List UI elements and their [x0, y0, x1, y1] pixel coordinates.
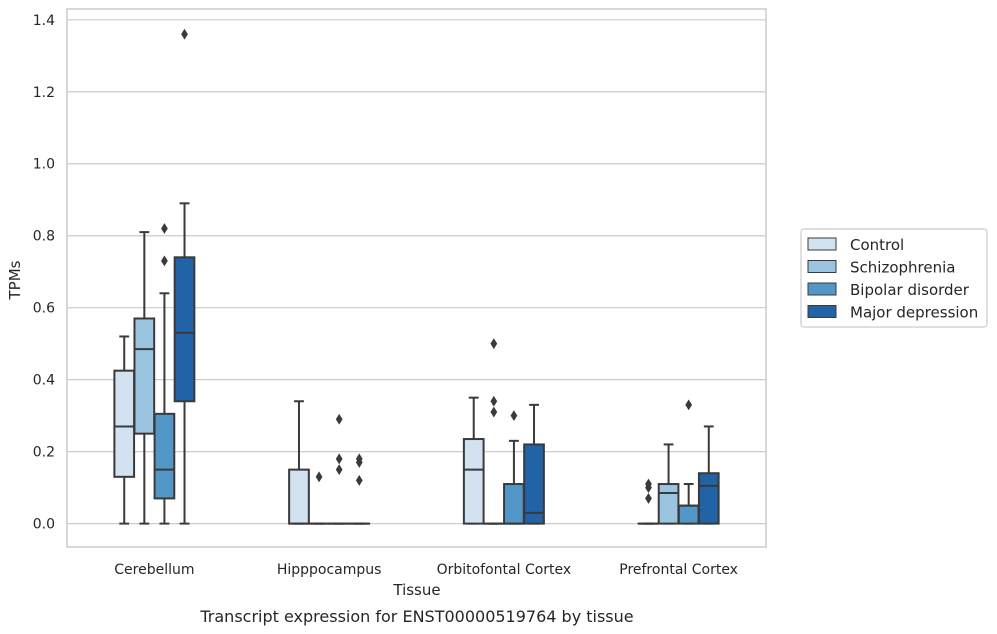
x-axis-label: Tissue [392, 581, 440, 599]
legend-swatch [807, 237, 837, 251]
box-body [462, 438, 485, 525]
box-body [133, 317, 156, 435]
legend-label: Control [850, 236, 904, 254]
box-group [308, 471, 330, 525]
outlier-point [355, 475, 363, 486]
chart-caption: Transcript expression for ENST0000051976… [199, 607, 633, 626]
outlier-point [490, 406, 498, 418]
y-tick-label: 0.4 [33, 373, 55, 389]
box-group [657, 443, 680, 525]
outlier-point [645, 478, 652, 490]
box-body [288, 468, 310, 525]
legend-swatch [807, 282, 837, 296]
box-body [697, 472, 720, 525]
y-tick-label: 1.0 [33, 157, 55, 173]
y-axis-label: TPMs [6, 260, 24, 300]
box-body [523, 443, 545, 525]
legend-frame [800, 228, 988, 328]
x-tick-labels: Cerebellum Hipppocampus Orbitofontal Corte… [114, 562, 738, 578]
outlier-point [335, 453, 343, 465]
y-tick-label: 1.2 [33, 85, 55, 101]
legend-item: Schizophrenia [807, 259, 955, 277]
legend-label: Bipolar disorder [850, 281, 970, 299]
y-tick-label: 0.2 [33, 445, 55, 461]
legend-swatch [807, 260, 837, 273]
outlier-point [490, 338, 498, 350]
legend-swatch [807, 305, 837, 318]
box-marks [113, 28, 720, 525]
box-group [677, 399, 700, 525]
y-tick-label: 0.6 [33, 301, 55, 317]
box-group [173, 28, 196, 525]
y-tick-label: 1.4 [33, 13, 55, 29]
legend-item: Bipolar disorder [807, 281, 970, 299]
box-body [503, 483, 525, 525]
box-group [328, 413, 351, 525]
y-tick-label: 0.0 [33, 517, 55, 533]
box-group [697, 425, 720, 525]
plot-frame [66, 8, 767, 548]
box-body [677, 504, 700, 525]
box-group [113, 335, 136, 525]
legend-label: Major depression [850, 304, 978, 322]
box-group [348, 453, 371, 525]
y-tick-label: 0.8 [33, 229, 55, 245]
legend-label: Schizophrenia [850, 259, 955, 277]
outlier-point [685, 399, 693, 411]
box-body [173, 256, 196, 403]
outlier-point [161, 255, 168, 267]
outlier-point [490, 395, 498, 407]
box-group [133, 231, 156, 525]
outlier-point [161, 223, 168, 234]
box-group [288, 400, 310, 525]
outlier-point [335, 413, 343, 425]
outlier-point [335, 464, 343, 476]
legend: Control Schizophrenia Bipolar disorder Majo… [800, 228, 988, 328]
box-group [503, 410, 525, 525]
legend-item: Major depression [807, 304, 978, 322]
box-group [462, 396, 485, 525]
legend-item: Control [807, 236, 904, 254]
box-group [153, 223, 176, 525]
outlier-point [181, 28, 188, 40]
outlier-point [315, 471, 323, 483]
box-group [482, 338, 505, 525]
outlier-point [510, 410, 518, 422]
x-tick-label: Cerebellum [114, 562, 194, 578]
y-tick-labels: 0.0 0.2 0.4 0.6 0.8 1.0 1.2 1.4 [33, 13, 55, 533]
outlier-point [645, 493, 652, 504]
box-body [657, 483, 680, 525]
box-group [637, 478, 660, 525]
box-group [523, 403, 545, 525]
box-body [153, 412, 176, 500]
box-body [113, 369, 136, 478]
x-tick-label: Orbitofontal Cortex [437, 562, 572, 578]
x-tick-label: Hipppocampus [277, 562, 382, 578]
x-tick-label: Prefrontal Cortex [619, 562, 738, 578]
outlier-point [355, 453, 363, 465]
